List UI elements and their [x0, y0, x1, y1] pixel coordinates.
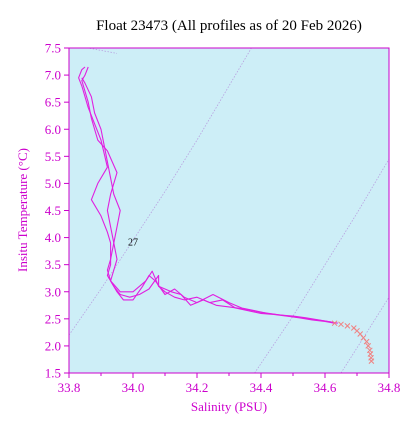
x-axis: 33.8 34.0 34.2 34.4 34.6 34.8 [58, 373, 401, 395]
y-tick-label-1: 2.0 [45, 338, 61, 353]
x-tick-label-3: 34.4 [250, 380, 273, 395]
y-tick-label-12: 7.5 [45, 41, 61, 56]
density-contour-2 [254, 158, 389, 373]
deep-markers [331, 320, 375, 364]
y-tick-label-9: 6.0 [45, 122, 61, 137]
x-tick-label-5: 34.8 [378, 380, 401, 395]
x-tick-label-0: 33.8 [58, 380, 81, 395]
y-tick-label-2: 2.5 [45, 311, 61, 326]
y-tick-label-11: 7.0 [45, 68, 61, 83]
y-axis-label: Insitu Temperature (°C) [15, 148, 30, 272]
y-tick-label-8: 5.5 [45, 149, 61, 164]
y-tick-label-0: 1.5 [45, 366, 61, 381]
deep-marker-2 [344, 323, 351, 329]
deep-marker-12 [368, 358, 375, 364]
x-tick-label-2: 34.2 [186, 380, 209, 395]
x-tick-label-1: 34.0 [122, 380, 145, 395]
y-axis: 1.5 2.0 2.5 3.0 3.5 4.0 4.5 5.0 5.5 6.0 6.5 7.0 7.5 [45, 41, 69, 381]
x-tick-label-4: 34.6 [314, 380, 337, 395]
contour-label-1: 27 [128, 238, 138, 249]
plot-area [69, 48, 389, 373]
y-tick-label-4: 3.5 [45, 257, 61, 272]
x-axis-label: Salinity (PSU) [191, 399, 267, 414]
y-tick-label-6: 4.5 [45, 203, 61, 218]
deep-marker-8 [365, 343, 372, 349]
y-tick-label-10: 6.5 [45, 95, 61, 110]
profiles [78, 66, 338, 324]
deep-marker-1 [338, 321, 344, 328]
y-tick-label-3: 3.0 [45, 284, 61, 299]
profile-line-0 [78, 66, 335, 324]
deep-marker-7 [363, 338, 370, 345]
density-contours [69, 48, 389, 373]
y-tick-label-5: 4.0 [45, 230, 61, 245]
chart-title: Float 23473 (All profiles as of 20 Feb 2… [96, 18, 362, 34]
y-tick-label-7: 5.0 [45, 176, 61, 191]
profile-line-2 [81, 77, 338, 324]
contour-labels: 27 [128, 238, 138, 249]
deep-marker-0 [331, 320, 338, 327]
